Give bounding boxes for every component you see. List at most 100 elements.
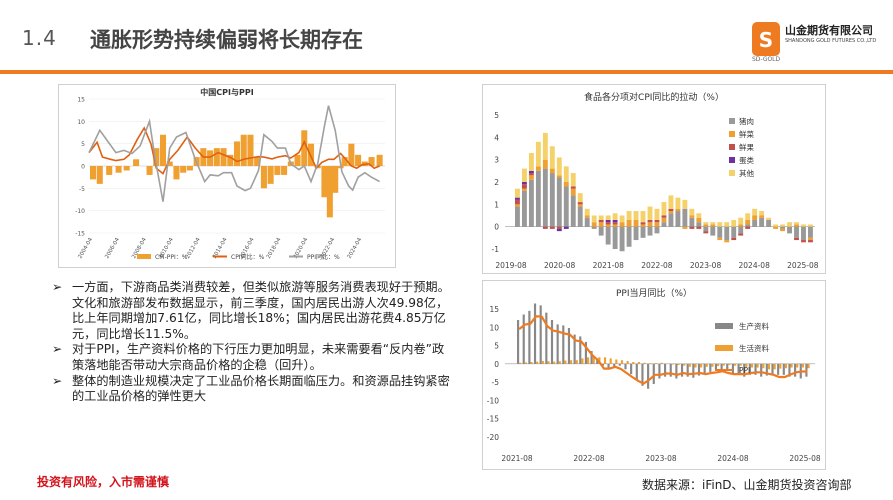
stacked-bar-segment (801, 224, 806, 227)
stacked-bar-segment (668, 211, 674, 214)
y-tick-label: -15 (75, 231, 85, 238)
production-bar (703, 363, 706, 375)
stacked-bar-segment (556, 175, 562, 178)
stacked-bar-segment (584, 215, 590, 218)
stacked-bar-segment (626, 226, 632, 247)
company-logo: S (752, 22, 780, 56)
stacked-bar-segment (717, 222, 723, 227)
stacked-bar-segment (787, 226, 792, 234)
stacked-bar-segment (745, 224, 751, 227)
y-tick-label: -10 (487, 396, 499, 405)
stacked-bar-segment (689, 208, 695, 216)
stacked-bar-segment (724, 240, 730, 243)
stacked-bar-segment (745, 219, 751, 225)
stacked-bar-segment (570, 188, 576, 196)
cpi-ppi-bar (220, 148, 227, 166)
chart-title: 中国CPI与PPI (200, 87, 253, 97)
svg-text:S: S (759, 28, 773, 52)
stacked-bar-segment (668, 195, 674, 209)
production-bar (680, 363, 684, 377)
legend-swatch (729, 144, 735, 150)
stacked-bar-segment (591, 215, 597, 223)
title-underline (0, 70, 893, 74)
stacked-bar-segment (801, 240, 806, 243)
stacked-bar-segment (780, 228, 785, 232)
consumer-bar (779, 363, 782, 369)
stacked-bar-segment (654, 222, 660, 227)
consumer-bar (547, 361, 550, 364)
stacked-bar-segment (584, 217, 590, 227)
stacked-bar-segment (577, 193, 583, 203)
legend-label: CPI同比：% (231, 253, 265, 261)
stacked-bar-segment (766, 219, 772, 227)
ppi-line (88, 105, 380, 202)
cpi-ppi-bar (281, 166, 288, 175)
x-tick-label: 2018-04 (266, 237, 283, 260)
stacked-bar-segment (535, 141, 541, 167)
list-item: ➢ 一方面，下游商品类消费较差，但类似旅游等服务消费表现好于预期。文化和旅游部发布… (52, 280, 452, 342)
production-bar (630, 363, 633, 375)
stacked-bar-segment (556, 226, 562, 229)
stacked-bar-segment (570, 186, 576, 189)
stacked-bar-segment (598, 222, 604, 227)
stacked-bar-segment (647, 226, 653, 236)
x-tick-label: 2006-04 (104, 237, 121, 260)
cpi-ppi-bar (376, 154, 383, 166)
stacked-bar-segment (794, 237, 799, 241)
consumer-bar (750, 363, 754, 368)
production-bar (647, 363, 650, 389)
production-bar (765, 363, 768, 376)
stacked-bar-segment (605, 224, 611, 227)
y-tick-label: -5 (492, 378, 500, 387)
stacked-bar-segment (668, 213, 674, 227)
consumer-bar (564, 360, 567, 364)
legend-label: 蛋类 (739, 155, 754, 165)
x-tick-label: 2021-08 (501, 454, 533, 463)
food-cpi-contribution-chart: 食品各分项对CPI同比的拉动（%） 5 4 3 2 1 0 -1 2019-08 2020-08 2… (492, 91, 819, 270)
cpi-line (88, 126, 380, 175)
stacked-bar-segment (738, 224, 744, 227)
consumer-bar (705, 363, 708, 367)
stacked-bar-segment (619, 226, 625, 252)
production-bar (641, 363, 644, 386)
legend-label: 猪肉 (739, 116, 754, 126)
consumer-bar (660, 362, 663, 364)
y-tick-label: 5 (494, 342, 499, 351)
cpi-ppi-bar (254, 157, 261, 166)
production-bar (777, 363, 780, 375)
stacked-bar-segment (605, 219, 611, 223)
stacked-bar-segment (549, 173, 555, 227)
cpi-ppi-bar (247, 134, 254, 166)
logo-company-subname: SHANDONG GOLD FUTURES CO.,LTD (785, 38, 877, 44)
production-bar (601, 363, 604, 366)
stacked-bar-segment (626, 219, 632, 227)
legend-swatch (729, 170, 735, 176)
arrow-bullet-icon: ➢ (52, 373, 63, 388)
cpi-ppi-bar (146, 166, 153, 175)
x-tick-label: 2023-08 (645, 454, 677, 463)
stacked-bar-segment (640, 226, 646, 238)
stacked-bar-segment (549, 146, 555, 169)
stacked-bar-segment (612, 222, 618, 225)
consumer-bar (654, 363, 657, 364)
stacked-bar-segment (521, 188, 527, 191)
chart-title: PPI当月同比（%） (616, 287, 692, 299)
stacked-bar-segment (703, 226, 709, 232)
production-bar (624, 363, 627, 370)
stacked-bar-segment (598, 219, 604, 223)
production-bar (556, 324, 559, 364)
consumer-bar (637, 362, 641, 364)
stacked-bar-segment (738, 226, 744, 234)
bullet-text: 对于PPI，生产资料价格的下行压力更加明显，未来需要看“反内卷”政策落地能否带动… (72, 342, 445, 372)
production-bar (528, 310, 531, 364)
stacked-bar-segment (605, 215, 611, 220)
y-tick-label: -20 (487, 433, 499, 442)
stacked-bar-segment (696, 213, 702, 218)
x-tick-label: 2023-08 (690, 261, 722, 270)
y-tick-label: 10 (77, 119, 85, 126)
stacked-bar-segment (731, 226, 737, 238)
stacked-bar-segment (787, 222, 792, 227)
production-bar (692, 363, 695, 378)
stacked-bar-segment (515, 199, 520, 205)
